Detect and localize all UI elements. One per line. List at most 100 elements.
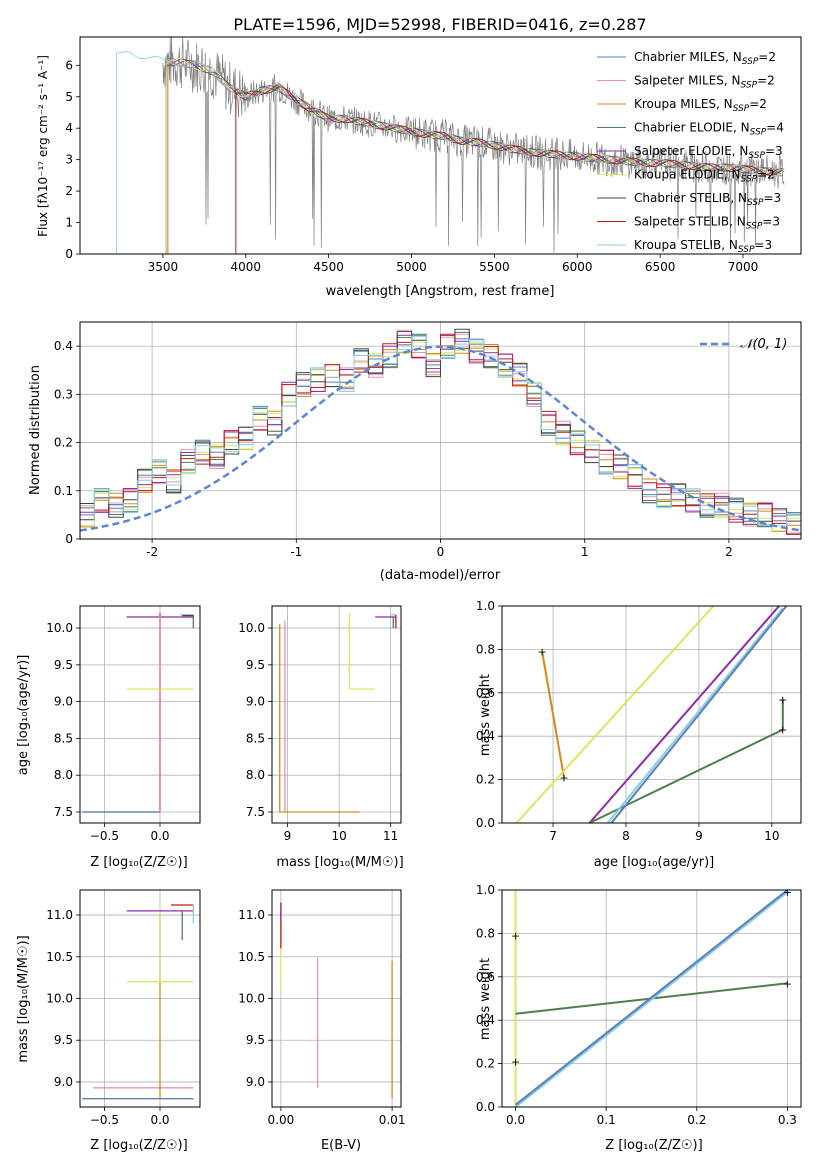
y-tick-label: 1.0 bbox=[476, 599, 495, 613]
age-z-xlabel: Z [log₁₀(Z/Z☉)] bbox=[90, 855, 187, 870]
y-tick-label: 5 bbox=[65, 90, 73, 104]
spectrum-legend: Chabrier MILES, NSSP=2 Salpeter MILES, NS… bbox=[597, 50, 784, 255]
figure-title: PLATE=1596, MJD=52998, FIBERID=0416, z=0… bbox=[233, 15, 646, 34]
massweight-vs-metallicity-panel: + + + +0.0 0.1 0.2 0.3 0.0 0.2 0.4 0.6 0.8 1.0 Z [lo… bbox=[476, 883, 802, 1153]
weight-line bbox=[588, 605, 780, 824]
age-mass-xlabel: mass [log₁₀(M/M☉)] bbox=[276, 855, 403, 870]
y-tick-label: 0 bbox=[65, 532, 73, 546]
y-tick-label: 10.0 bbox=[46, 992, 73, 1006]
model-spectrum bbox=[235, 86, 783, 254]
weight-line bbox=[515, 605, 715, 824]
legend-label: Kroupa STELIB, NSSP=3 bbox=[634, 238, 772, 255]
mass-ebv-xlabel: E(B-V) bbox=[321, 1138, 361, 1153]
y-tick-label: 0.0 bbox=[476, 1100, 495, 1114]
x-tick-label: −0.5 bbox=[90, 1113, 119, 1127]
spectrum-panel: 3500 4000 4500 5000 5500 6000 6500 70000123456 … bbox=[36, 36, 802, 299]
axes-frame bbox=[79, 605, 201, 824]
y-tick-label: 10.0 bbox=[238, 992, 265, 1006]
x-tick-label: 5500 bbox=[479, 260, 510, 274]
x-tick-label: 7000 bbox=[728, 260, 759, 274]
x-tick-label: 10 bbox=[331, 829, 346, 843]
axes-frame bbox=[79, 36, 802, 255]
y-tick-label: 0.6 bbox=[476, 686, 495, 700]
legend-label: Salpeter ELODIE, NSSP=3 bbox=[634, 144, 783, 161]
histogram-step bbox=[80, 334, 801, 535]
axes-frame bbox=[271, 605, 402, 824]
legend-label: Chabrier STELIB, NSSP=3 bbox=[634, 191, 781, 208]
age-z-ylabel: age [log₁₀(age/yr)] bbox=[16, 655, 31, 776]
y-tick-label: 0.4 bbox=[476, 729, 495, 743]
y-tick-label: 8.5 bbox=[246, 731, 265, 745]
weight-marker: + bbox=[538, 646, 547, 659]
y-tick-label: 10.5 bbox=[238, 950, 265, 964]
x-tick-label: 5000 bbox=[396, 260, 427, 274]
y-tick-label: 6 bbox=[65, 58, 73, 72]
y-tick-label: 0.6 bbox=[476, 970, 495, 984]
y-tick-label: 0.2 bbox=[476, 773, 495, 787]
x-tick-label: 0 bbox=[437, 545, 445, 559]
histogram-step bbox=[80, 328, 801, 525]
x-tick-label: 0.0 bbox=[506, 1113, 525, 1127]
mw-age-ylabel: mass weight bbox=[478, 674, 493, 756]
weight-marker: + bbox=[778, 724, 787, 737]
x-tick-label: 3500 bbox=[148, 260, 179, 274]
x-tick-label: 4000 bbox=[230, 260, 261, 274]
x-tick-label: 0.0 bbox=[150, 829, 169, 843]
weight-line bbox=[541, 651, 565, 778]
x-tick-label: 8 bbox=[622, 829, 630, 843]
y-tick-label: 7.5 bbox=[54, 805, 73, 819]
legend-label: Kroupa ELODIE, NSSP=2 bbox=[634, 168, 775, 185]
histogram-panel: -2 -1 0 1 2 0 0.1 0.2 0.3 0.4 𝒩(0, 1) (data-model… bbox=[28, 321, 802, 583]
y-tick-label: 3 bbox=[65, 153, 73, 167]
x-tick-label: -1 bbox=[290, 545, 302, 559]
mw-age-xlabel: age [log₁₀(age/yr)] bbox=[594, 855, 715, 870]
model-spectrum bbox=[165, 58, 783, 254]
y-tick-label: 9.5 bbox=[246, 658, 265, 672]
age-vs-metallicity-panel: −0.5 0.0 7.5 8.0 8.5 9.0 9.5 10.0 Z [log₁₀(Z/Z☉… bbox=[16, 605, 201, 870]
x-tick-label: 6500 bbox=[645, 260, 676, 274]
x-tick-label: 2 bbox=[725, 545, 733, 559]
y-tick-label: 9.5 bbox=[54, 658, 73, 672]
x-tick-label: 0.1 bbox=[597, 1113, 616, 1127]
y-tick-label: 10.0 bbox=[238, 621, 265, 635]
mass-z-xlabel: Z [log₁₀(Z/Z☉)] bbox=[90, 1138, 187, 1153]
y-tick-label: 0.1 bbox=[54, 484, 73, 498]
y-tick-label: 9.5 bbox=[246, 1033, 265, 1047]
y-tick-label: 10.5 bbox=[46, 950, 73, 964]
x-tick-label: 4500 bbox=[313, 260, 344, 274]
x-tick-label: 7 bbox=[549, 829, 557, 843]
spectrum-xlabel: wavelength [Angstrom, rest frame] bbox=[326, 284, 555, 299]
y-tick-label: 11.0 bbox=[238, 908, 265, 922]
y-tick-label: 0.2 bbox=[54, 436, 73, 450]
x-tick-label: 6000 bbox=[562, 260, 593, 274]
weight-line bbox=[514, 889, 789, 1106]
mw-z-xlabel: Z [log₁₀(Z/Z☉)] bbox=[605, 1138, 702, 1153]
x-tick-label: 11 bbox=[383, 829, 398, 843]
weight-line bbox=[610, 605, 788, 824]
y-tick-label: 8.0 bbox=[246, 768, 265, 782]
y-tick-label: 0 bbox=[65, 247, 73, 261]
model-spectrum bbox=[235, 83, 783, 254]
y-tick-label: 0.8 bbox=[476, 642, 495, 656]
legend-label: Kroupa MILES, NSSP=2 bbox=[634, 97, 767, 114]
massweight-vs-age-panel: + + + +7 8 9 10 0.0 0.2 0.4 0.6 0.8 1.0 age [log₁₀(a… bbox=[476, 599, 802, 870]
legend-label: Chabrier ELODIE, NSSP=4 bbox=[634, 121, 784, 138]
weight-marker: + bbox=[783, 886, 792, 899]
x-tick-label: 9 bbox=[284, 829, 292, 843]
weight-line bbox=[589, 728, 784, 824]
histogram-legend: 𝒩(0, 1) bbox=[700, 337, 787, 352]
y-tick-label: 9.0 bbox=[54, 1075, 73, 1089]
y-tick-label: 9.0 bbox=[246, 1075, 265, 1089]
x-tick-label: -2 bbox=[146, 545, 158, 559]
axes-frame bbox=[501, 889, 802, 1108]
weight-marker: + bbox=[559, 771, 568, 784]
y-tick-label: 0.8 bbox=[476, 926, 495, 940]
x-tick-label: 10 bbox=[764, 829, 779, 843]
weight-line bbox=[514, 891, 789, 1108]
spectrum-ylabel: Flux [fλ10⁻¹⁷ erg cm⁻² s⁻¹ A⁻¹] bbox=[36, 55, 50, 237]
legend-label: Chabrier MILES, NSSP=2 bbox=[634, 50, 776, 67]
y-tick-label: 0.4 bbox=[54, 339, 73, 353]
mw-z-ylabel: mass weight bbox=[478, 958, 493, 1040]
legend-label: Salpeter MILES, NSSP=2 bbox=[634, 74, 775, 91]
